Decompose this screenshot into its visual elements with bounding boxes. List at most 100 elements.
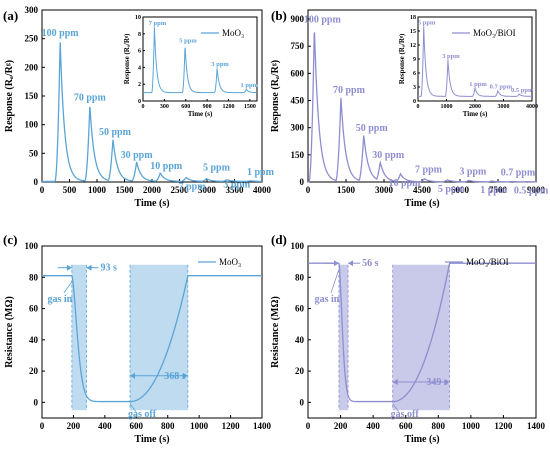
recovery-arrowhead-left xyxy=(392,379,398,386)
inset-peak-label: 0.7 ppm xyxy=(490,84,513,91)
panel-b: 0 1500 3000 4500 6000 7500 9000015030045060075… xyxy=(270,8,549,209)
y-tick-label: 20 xyxy=(29,366,39,376)
inset-peak-label: 5 ppm xyxy=(418,19,436,26)
y-tick-label: 80 xyxy=(29,272,39,282)
x-tick-label: 800 xyxy=(432,421,446,431)
x-tick-label: 400 xyxy=(98,421,112,431)
series-line xyxy=(42,275,262,403)
gas-off-label: gas off xyxy=(128,409,157,420)
y-tick-label: 60 xyxy=(29,304,39,314)
y-axis-label: Resistance (MΩ) xyxy=(270,296,281,368)
x-tick-label: 0 xyxy=(40,421,45,431)
panel-c: 0 200 400 600 800 1000 1200 1400 0 20 40 60 80 100 Tim… xyxy=(3,232,272,445)
y-tick-label: 2 xyxy=(138,82,141,88)
gas-in-label: gas in xyxy=(315,294,340,305)
y-tick-label: 300 xyxy=(291,123,305,133)
inset-peak-label: 7 ppm xyxy=(149,20,167,27)
y-tick-label: 450 xyxy=(291,96,305,106)
y-tick-label: 750 xyxy=(291,41,305,51)
x-tick-label: 300 xyxy=(160,104,169,110)
response-arrowhead-left xyxy=(66,264,72,271)
x-tick-label: 0 xyxy=(40,185,45,195)
y-tick-label: 80 xyxy=(295,272,305,282)
y-tick-label: 900 xyxy=(291,14,305,24)
recovery-arrowhead-right xyxy=(182,372,188,379)
x-tick-label: 1000 xyxy=(88,185,107,195)
y-tick-label: 100 xyxy=(291,241,305,251)
inset-peak-label: 5 ppm xyxy=(179,38,197,45)
inset-series-line xyxy=(418,26,532,97)
inset: 0 1000 2000 3000 4000 0 3 6 9 12 15 18 Time (s) Respo… xyxy=(398,15,538,118)
y-tick-label: 40 xyxy=(29,335,39,345)
inset-peak-label: 3 ppm xyxy=(211,61,229,68)
peak-label: 30 ppm xyxy=(372,150,405,161)
y-tick-label: 12 xyxy=(410,43,416,49)
inset-background xyxy=(143,17,257,101)
series-line xyxy=(308,32,536,183)
response-time-label: 56 s xyxy=(362,258,379,269)
x-tick-label: 0 xyxy=(142,104,145,110)
peak-label: 7 ppm xyxy=(415,165,443,176)
x-axis-label: Time (s) xyxy=(134,434,169,445)
recovery-window xyxy=(392,264,450,411)
x-tick-label: 3000 xyxy=(375,185,394,195)
peak-label: 3 ppm xyxy=(223,180,251,191)
x-tick-label: 1200 xyxy=(223,104,235,110)
y-axis-label: Response (Rₐ/Rᵍ) xyxy=(270,60,281,132)
y-tick-label: 600 xyxy=(291,68,305,78)
x-tick-label: 1000 xyxy=(462,421,481,431)
peak-label: 100 ppm xyxy=(304,14,342,25)
x-tick-label: 1500 xyxy=(337,185,356,195)
x-tick-label: 200 xyxy=(67,421,81,431)
inset-peak-label: 1 ppm xyxy=(241,82,259,89)
inset-background xyxy=(418,17,532,101)
y-tick-label: 100 xyxy=(25,120,39,130)
x-tick-label: 9000 xyxy=(527,185,546,195)
y-tick-label: 18 xyxy=(410,15,416,21)
y-tick-label: 50 xyxy=(29,148,39,158)
x-tick-label: 2000 xyxy=(143,185,162,195)
y-tick-label: 40 xyxy=(295,335,305,345)
response-arrowhead-right xyxy=(348,260,354,267)
y-tick-label: 3 xyxy=(413,85,416,91)
peak-label: 10 ppm xyxy=(150,161,183,172)
series-line xyxy=(42,42,263,183)
x-tick-label: 3500 xyxy=(226,185,245,195)
y-tick-label: 6 xyxy=(413,71,416,77)
y-tick-label: 200 xyxy=(25,62,39,72)
x-tick-label: 600 xyxy=(181,104,190,110)
y-tick-label: 20 xyxy=(295,366,305,376)
x-tick-label: 600 xyxy=(130,421,144,431)
x-axis-label: Time (s) xyxy=(404,198,439,209)
y-tick-label: 0 xyxy=(300,397,305,407)
y-tick-label: 9 xyxy=(413,57,416,63)
x-tick-label: 4000 xyxy=(526,104,538,110)
x-tick-label: 1000 xyxy=(190,421,209,431)
gas-off-pointer xyxy=(392,403,400,412)
x-tick-label: 6000 xyxy=(451,185,470,195)
y-tick-label: 8 xyxy=(138,32,141,38)
inset-y-axis-label: Response (Rₐ/Rᵍ) xyxy=(123,33,131,84)
x-tick-label: 0 xyxy=(306,185,311,195)
panel-letter: (d) xyxy=(271,232,287,247)
y-tick-label: 0 xyxy=(34,397,39,407)
gas-in-pointer xyxy=(63,281,73,294)
x-tick-label: 4000 xyxy=(253,185,272,195)
y-tick-label: 0 xyxy=(138,99,141,105)
x-tick-label: 1200 xyxy=(494,421,513,431)
inset-y-axis-label: Response (Rₐ/Rᵍ) xyxy=(398,33,406,84)
x-tick-label: 1200 xyxy=(222,421,241,431)
x-tick-label: 0 xyxy=(417,104,420,110)
gas-off-pointer xyxy=(129,403,137,412)
recovery-arrowhead-right xyxy=(444,379,450,386)
y-tick-label: 250 xyxy=(25,34,39,44)
x-tick-label: 500 xyxy=(63,185,77,195)
response-time-label: 93 s xyxy=(100,263,117,274)
y-tick-label: 10 xyxy=(135,15,141,21)
recovery-time-label: 349 s xyxy=(426,377,448,388)
plot-frame xyxy=(307,245,537,419)
peak-label: 1 ppm xyxy=(480,185,508,196)
peak-label: 7 ppm xyxy=(179,181,207,192)
peak-label: 0.5 ppm xyxy=(514,186,549,197)
y-axis-label: Response (Rₐ/Rᵍ) xyxy=(4,60,15,132)
